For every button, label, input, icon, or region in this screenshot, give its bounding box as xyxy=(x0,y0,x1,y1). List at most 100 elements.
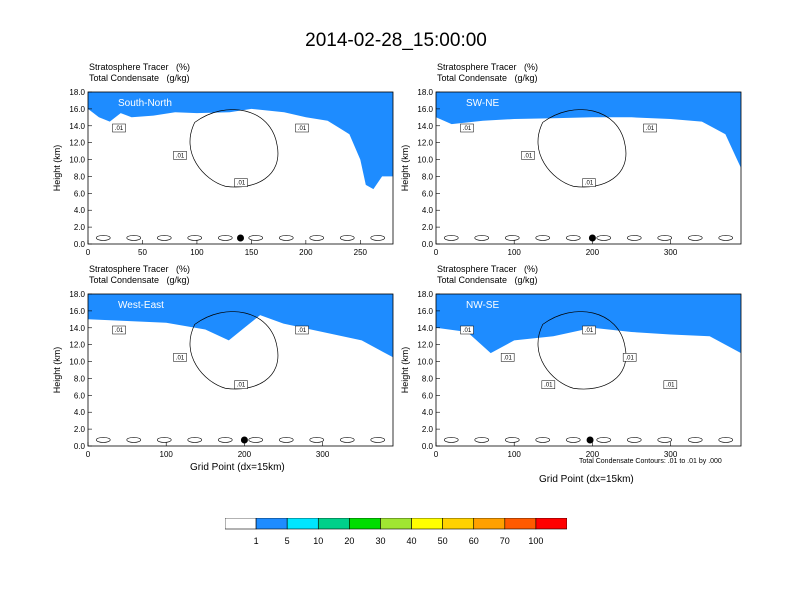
y-tick-label: 6.0 xyxy=(74,391,86,400)
panel-plot-sw-ne: .01 .01 .01 .01 SW-NE 0.0 2.0 4.0 6.0 8.0 10.0 12.0… xyxy=(400,88,742,257)
colorbar-swatch xyxy=(317,518,350,530)
colorbar-swatch xyxy=(380,518,412,530)
condensate-contour xyxy=(626,235,642,241)
x-tick-label: 200 xyxy=(238,450,252,459)
condensate-contour xyxy=(187,437,203,443)
colorbar-label: 10 xyxy=(313,536,324,546)
y-tick-label: 8.0 xyxy=(422,374,434,383)
plot-frame xyxy=(435,293,742,447)
y-tick-label: 8.0 xyxy=(74,374,86,383)
contour-label-box xyxy=(521,151,535,160)
y-tick-label: 18.0 xyxy=(69,88,85,97)
y-tick-label: 10.0 xyxy=(417,358,433,367)
location-marker xyxy=(588,234,596,242)
panel-label: South-North xyxy=(118,98,172,109)
panel-label: SW-NE xyxy=(466,98,499,109)
colorbar-label: 20 xyxy=(344,536,355,546)
condensate-contour xyxy=(474,235,490,241)
plot-frame xyxy=(87,91,394,245)
colorbar-swatch xyxy=(504,518,537,530)
x-tick-label: 200 xyxy=(299,248,313,257)
condensate-contour xyxy=(443,437,459,443)
y-tick-label: 0.0 xyxy=(74,240,86,249)
x-tick-label: 200 xyxy=(586,248,600,257)
condensate-contour xyxy=(718,437,734,443)
condensate-contour xyxy=(248,437,264,443)
condensate-contour xyxy=(189,311,279,390)
x-tick-label: 50 xyxy=(138,248,147,257)
location-marker xyxy=(237,234,244,242)
contour-label: .01 xyxy=(646,126,655,132)
condensate-contour xyxy=(189,109,279,188)
condensate-contour xyxy=(248,235,264,241)
colorbar-label: 60 xyxy=(468,536,479,546)
condensate-contour xyxy=(370,235,386,241)
contour-label-box xyxy=(112,325,126,335)
y-tick-label: 12.0 xyxy=(69,139,85,148)
figure-title: 2014-02-28_15:00:00 xyxy=(305,30,487,51)
condensate-contour xyxy=(687,235,703,241)
y-axis-title: Height (km) xyxy=(400,347,410,394)
panel-header-line2: Total Condensate (g/kg) xyxy=(437,275,538,285)
colorbar-swatch xyxy=(225,518,257,530)
contour-label-box xyxy=(112,123,126,133)
colorbar-swatch xyxy=(535,518,567,530)
colorbar-label: 30 xyxy=(375,536,386,546)
contour-label: .01 xyxy=(463,328,472,334)
condensate-contour xyxy=(278,235,294,241)
y-tick-label: 14.0 xyxy=(417,324,433,333)
y-tick-label: 8.0 xyxy=(422,172,434,181)
panel-plot-nw-se: .01 .01 .01 .01 .01 .01 NW-SE 0.0 2.0 4.0 6.0 8.0 10… xyxy=(400,290,742,459)
panel-header-line1: Stratosphere Tracer (%) xyxy=(89,264,191,274)
condensate-contour xyxy=(309,437,325,443)
contour-label: .01 xyxy=(544,383,553,389)
tracer-band xyxy=(88,294,393,358)
contour-label: .01 xyxy=(463,126,472,132)
condensate-contour xyxy=(156,235,172,241)
x-tick-label: 300 xyxy=(316,450,330,459)
colorbar-swatch xyxy=(473,518,506,530)
x-axis-title-right: Grid Point (dx=15km) xyxy=(539,474,634,485)
y-tick-label: 18.0 xyxy=(417,88,433,97)
condensate-contour xyxy=(537,109,627,188)
contour-label-box xyxy=(582,325,596,335)
y-tick-label: 16.0 xyxy=(69,307,85,316)
x-tick-label: 0 xyxy=(434,450,439,459)
y-axis-title: Height (km) xyxy=(52,347,62,394)
contour-label-box xyxy=(500,353,515,362)
contour-label-box xyxy=(460,325,474,335)
contour-label: .01 xyxy=(176,153,185,159)
y-tick-label: 18.0 xyxy=(417,290,433,299)
contour-label: .01 xyxy=(524,153,533,159)
plot-frame xyxy=(87,293,394,447)
panel-header-line1: Stratosphere Tracer (%) xyxy=(437,264,539,274)
condensate-contour xyxy=(537,311,627,390)
condensate-contour xyxy=(217,437,233,443)
condensate-contour xyxy=(504,437,520,443)
panel-plot-south-north: .01 .01 .01 .01 South-North 0.0 2.0 4.0 6.0 8.0 10… xyxy=(52,88,394,257)
contour-label-box xyxy=(663,380,678,389)
condensate-contour xyxy=(687,437,703,443)
contour-label: .01 xyxy=(585,181,594,187)
condensate-contour xyxy=(626,437,642,443)
colorbar-swatch xyxy=(255,518,288,530)
colorbar xyxy=(225,518,567,530)
y-tick-label: 2.0 xyxy=(422,223,434,232)
tracer-band xyxy=(88,92,393,190)
contour-label: .01 xyxy=(625,355,634,361)
y-tick-label: 12.0 xyxy=(417,139,433,148)
x-tick-label: 0 xyxy=(86,450,91,459)
y-tick-label: 12.0 xyxy=(69,341,85,350)
contour-label-box xyxy=(234,178,248,187)
condensate-contour xyxy=(657,437,673,443)
contour-label-box xyxy=(541,380,556,389)
contour-label-box xyxy=(295,325,309,335)
x-tick-label: 100 xyxy=(508,450,522,459)
y-tick-label: 16.0 xyxy=(417,105,433,114)
location-marker xyxy=(586,436,594,444)
y-tick-label: 6.0 xyxy=(422,189,434,198)
x-tick-label: 100 xyxy=(190,248,204,257)
colorbar-label: 100 xyxy=(528,536,544,546)
colorbar-swatch xyxy=(442,518,475,530)
y-tick-label: 0.0 xyxy=(74,442,86,451)
